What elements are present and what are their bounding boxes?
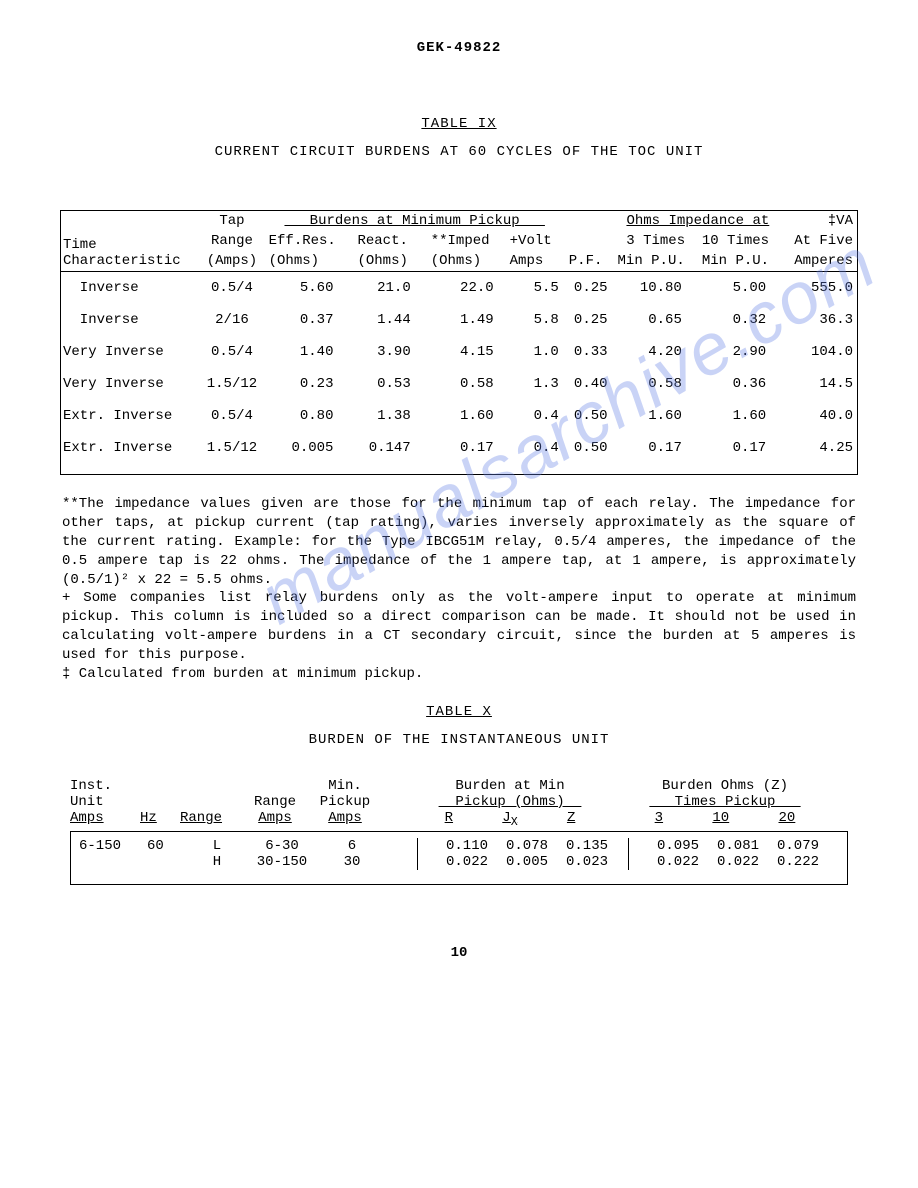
page-number: 10 [60, 945, 858, 961]
table-10-label: TABLE X [60, 704, 858, 720]
table-row: Very Inverse0.5/41.403.904.151.00.334.20… [61, 336, 858, 368]
table-row: Extr. Inverse1.5/120.0050.1470.170.40.50… [61, 432, 858, 475]
footnote-1: **The impedance values given are those f… [62, 495, 856, 589]
table-9: TimeCharacteristic Tap Burdens at Minimu… [60, 210, 858, 475]
table-row: H30-150300.0220.0050.0230.0220.0220.222 [71, 854, 847, 870]
table-10: Inst.UnitAmps Hz Range RangeAmps Min.Pic… [70, 778, 848, 885]
table-row: Extr. Inverse0.5/40.801.381.600.40.501.6… [61, 400, 858, 432]
table-row: Inverse0.5/45.6021.022.05.50.2510.805.00… [61, 272, 858, 305]
document-id: GEK-49822 [60, 40, 858, 56]
table-row: 6-15060L6-3060.1100.0780.1350.0950.0810.… [71, 838, 847, 854]
footnote-2: + Some companies list relay burdens only… [62, 589, 856, 665]
footnotes: **The impedance values given are those f… [60, 495, 858, 684]
table-row: Very Inverse1.5/120.230.530.581.30.400.5… [61, 368, 858, 400]
table-10-title: BURDEN OF THE INSTANTANEOUS UNIT [60, 732, 858, 748]
table-row: Inverse2/160.371.441.495.80.250.650.3236… [61, 304, 858, 336]
table-9-title: CURRENT CIRCUIT BURDENS AT 60 CYCLES OF … [60, 144, 858, 160]
table-9-label: TABLE IX [60, 116, 858, 132]
footnote-3: ‡ Calculated from burden at minimum pick… [62, 665, 856, 684]
